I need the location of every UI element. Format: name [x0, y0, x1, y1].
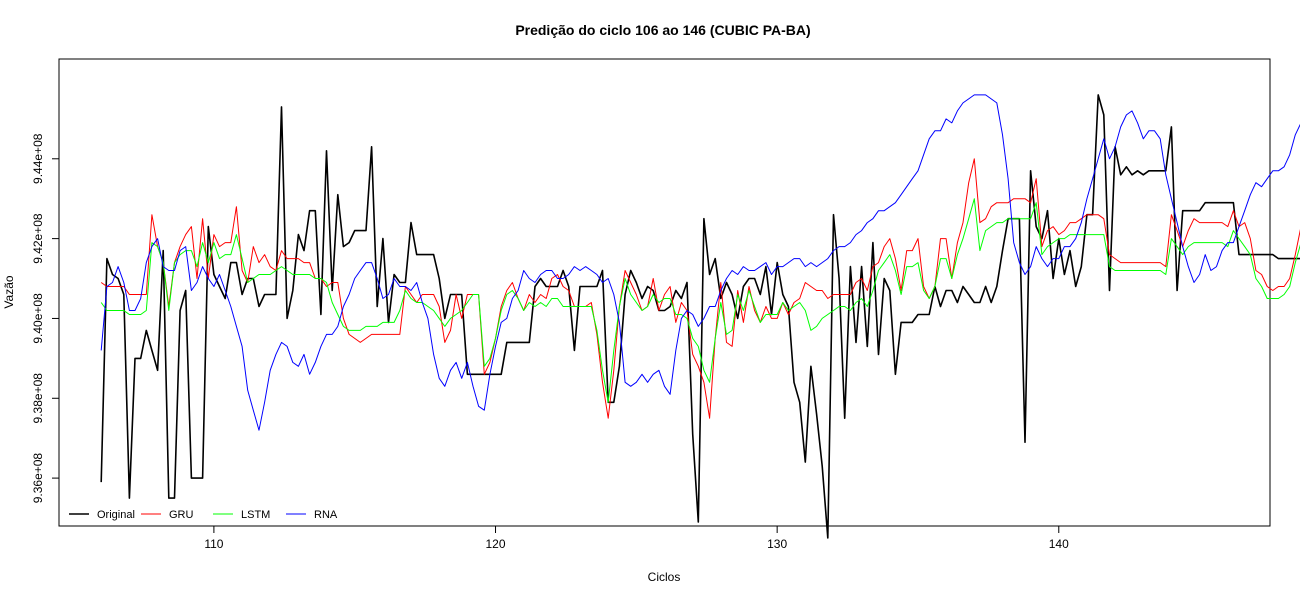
- series-line-original: [100, 94, 1300, 539]
- y-axis-label: Vazão: [2, 275, 16, 308]
- x-axis: 110 120 130 140: [204, 526, 1069, 551]
- x-tick-label: 140: [1049, 537, 1069, 551]
- legend-label-gru: GRU: [169, 509, 194, 521]
- series-line-gru: [100, 158, 1300, 419]
- y-tick-label: 9.36e+08: [31, 453, 45, 504]
- series-line-lstm: [100, 198, 1300, 403]
- plot-frame: [58, 58, 1271, 527]
- x-tick-label: 130: [767, 537, 787, 551]
- plot-lines: [100, 94, 1300, 539]
- legend-label-rna: RNA: [314, 509, 338, 521]
- y-tick-label: 9.38e+08: [31, 373, 45, 424]
- chart-title: Predição do ciclo 106 ao 146 (CUBIC PA-B…: [515, 22, 810, 38]
- y-tick-label: 9.40e+08: [31, 293, 45, 344]
- legend: Original GRU LSTM RNA: [69, 509, 338, 521]
- y-tick-label: 9.42e+08: [31, 213, 45, 264]
- series-line-rna: [100, 94, 1300, 431]
- legend-label-lstm: LSTM: [241, 509, 270, 521]
- legend-label-original: Original: [97, 509, 135, 521]
- x-tick-label: 110: [204, 537, 223, 551]
- y-axis: 9.36e+08 9.38e+08 9.40e+08 9.42e+08 9.44e+08: [31, 133, 59, 503]
- x-tick-label: 120: [486, 537, 506, 551]
- y-tick-label: 9.44e+08: [31, 133, 45, 184]
- x-axis-label: Ciclos: [648, 570, 681, 584]
